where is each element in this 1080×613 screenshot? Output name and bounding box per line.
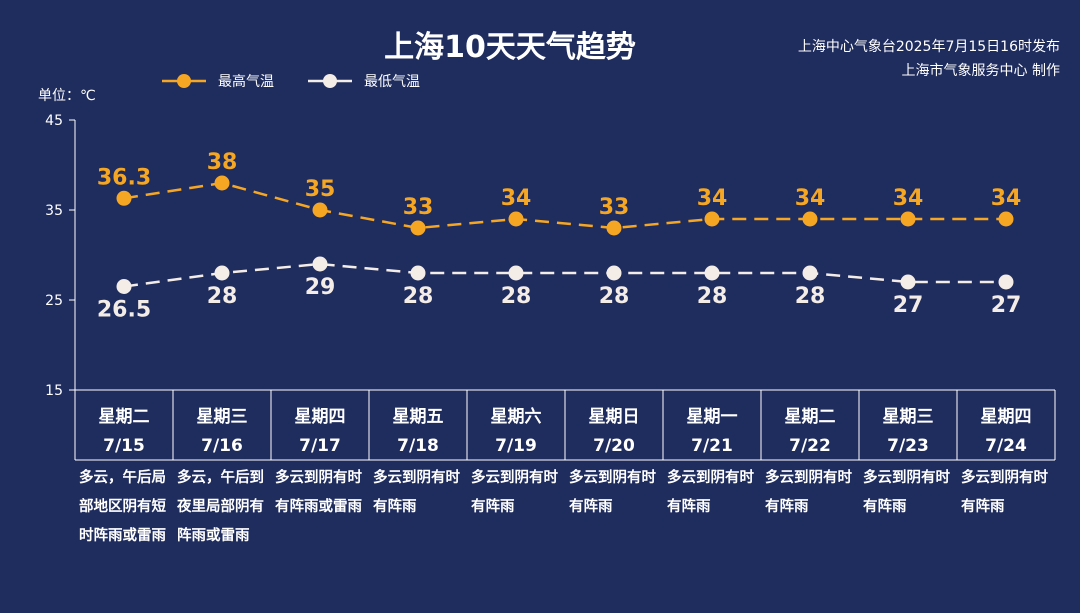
high-temp-label: 36.3 [97,165,151,190]
low-temp-point [312,256,328,272]
date-label: 7/17 [299,436,341,456]
low-temp-label: 27 [991,293,1022,318]
high-temp-label: 33 [599,195,630,220]
low-temp-label: 27 [893,293,924,318]
high-temp-label: 35 [305,177,336,202]
legend: 最高气温 最低气温 [162,71,420,91]
weather-description: 多云，午后局部地区阴有短时阵雨或雷雨 [79,470,166,544]
date-label: 7/19 [495,436,537,456]
low-temp-point [802,265,818,281]
low-temp-point [508,265,524,281]
weekday-label: 星期三 [197,407,248,427]
weather-description: 多云到阴有时有阵雨或雷雨 [275,470,362,515]
low-temp-point [998,274,1014,290]
high-temp-point [116,190,132,206]
weekday-label: 星期三 [883,407,934,427]
weather-description: 多云到阴有时有阵雨 [373,470,460,515]
date-label: 7/23 [887,436,929,456]
date-label: 7/20 [593,436,635,456]
date-label: 7/15 [103,436,145,456]
weekday-label: 星期四 [295,407,346,427]
low-temp-label: 28 [697,284,728,309]
high-temp-label: 34 [893,186,924,211]
y-tick-label: 25 [45,293,63,309]
high-temp-point [410,220,426,236]
weekday-label: 星期日 [589,407,640,427]
high-temp-point [900,211,916,227]
weekday-label: 星期二 [99,407,150,427]
weather-description: 多云到阴有时有阵雨 [667,470,754,515]
weekday-label: 星期四 [981,407,1032,427]
date-label: 7/21 [691,436,733,456]
high-temp-point [998,211,1014,227]
low-temp-point [410,265,426,281]
high-temp-point [606,220,622,236]
weekday-label: 星期二 [785,407,836,427]
legend-item-high: 最高气温 [162,71,274,91]
high-temp-line [123,181,1006,230]
legend-label-low: 最低气温 [364,74,420,90]
high-temp-label: 33 [403,195,434,220]
low-temp-point [900,274,916,290]
low-temp-point [704,265,720,281]
high-temp-label: 34 [697,186,728,211]
weekday-label: 星期六 [491,406,542,427]
chart-title: 上海10天天气趋势 [384,30,636,65]
date-label: 7/22 [789,436,831,456]
weather-description: 多云到阴有时有阵雨 [471,470,558,515]
low-temp-point [214,265,230,281]
low-temp-point [116,279,132,294]
date-label: 7/16 [201,436,243,456]
legend-label-high: 最高气温 [218,74,274,90]
y-axis-unit: 单位：℃ [38,88,96,104]
low-temp-label: 29 [305,275,336,300]
weather-description: 多云到阴有时有阵雨 [863,470,950,515]
high-temp-point [704,211,720,227]
y-tick-label: 35 [45,203,63,219]
weather-description: 多云到阴有时有阵雨 [765,470,852,515]
low-temp-label: 26.5 [97,298,151,323]
low-temp-label: 28 [207,284,238,309]
weather-description: 多云到阴有时有阵雨 [961,470,1048,515]
low-temp-label: 28 [501,284,532,309]
producer-credit: 上海市气象服务中心 制作 [901,63,1060,79]
issuer-credit: 上海中心气象台2025年7月15日16时发布 [797,39,1060,55]
low-temp-label: 28 [403,284,434,309]
high-temp-point [312,202,328,218]
low-temp-point [606,265,622,281]
high-temp-label: 34 [795,186,826,211]
weekday-label: 星期一 [687,407,738,427]
high-temp-label: 34 [991,186,1022,211]
weather-description: 多云，午后到夜里局部阴有阵雨或雷雨 [177,470,264,544]
y-tick-label: 15 [45,383,63,399]
date-label: 7/24 [985,436,1027,456]
legend-high-marker-icon [162,74,206,88]
weekday-label: 星期五 [393,407,444,427]
high-temp-label: 38 [207,150,238,175]
low-temp-line [123,262,1006,288]
high-temp-point [214,175,230,191]
low-temp-label: 28 [599,284,630,309]
high-temp-label: 34 [501,186,532,211]
date-label: 7/18 [397,436,439,456]
low-temp-label: 28 [795,284,826,309]
high-temp-point [508,211,524,227]
high-temp-point [802,211,818,227]
legend-item-low: 最低气温 [308,71,420,91]
y-tick-label: 45 [45,113,63,129]
legend-low-marker-icon [308,74,352,88]
weather-description: 多云到阴有时有阵雨 [569,470,656,515]
